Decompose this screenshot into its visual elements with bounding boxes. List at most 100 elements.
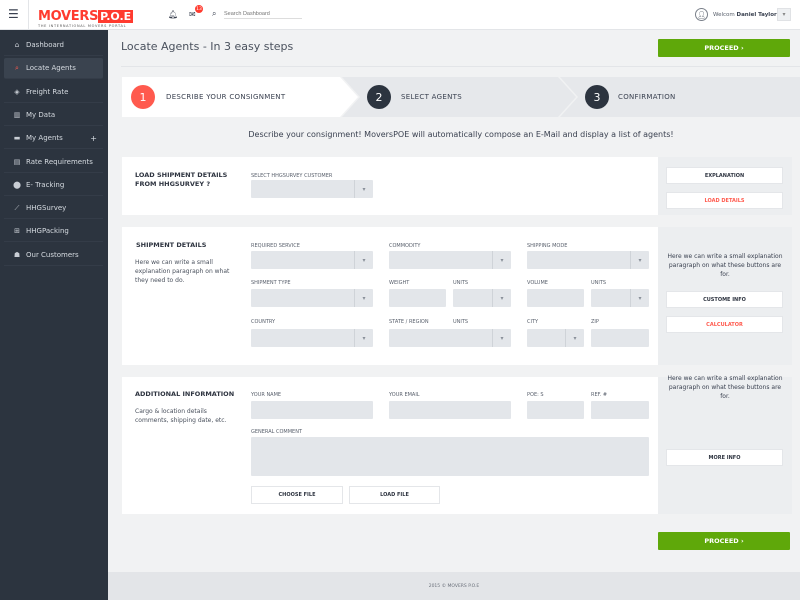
choose-file-button[interactable]: CHOOSE FILE — [251, 486, 343, 504]
section-title: SHIPMENT DETAILS — [136, 241, 207, 249]
shipment-details-section: SHIPMENT DETAILS Here we can write a sma… — [122, 227, 658, 365]
general-comment-textarea[interactable] — [251, 437, 649, 476]
additional-side-panel: Here we can write a small explanation pa… — [658, 375, 792, 514]
state-select[interactable] — [389, 329, 511, 347]
proceed-button-top[interactable]: PROCEED › — [658, 39, 790, 57]
load-side-panel: EXPLANATION LOAD DETAILS — [658, 157, 792, 215]
bar-chart-icon: ▥ — [13, 110, 21, 119]
city-label: CITY — [527, 319, 539, 325]
poes-label: POE: S — [527, 392, 544, 398]
welcome-label: Welcom — [713, 12, 735, 18]
volume-units-select[interactable] — [591, 289, 649, 307]
mail-icon[interactable]: ✉ — [189, 10, 196, 19]
sidebar-item-rate-requirements[interactable]: ▤ Rate Requirements — [4, 152, 103, 173]
proceed-button-bottom[interactable]: PROCEED › — [658, 532, 790, 550]
divider — [28, 0, 29, 30]
hhgsurvey-customer-label: SELECT HHGSURVEY CUSTOMER — [251, 173, 333, 179]
hhgsurvey-customer-select[interactable] — [251, 180, 373, 198]
shipment-type-select[interactable] — [251, 289, 373, 307]
volume-units-label: UNITS — [591, 280, 607, 286]
city-select[interactable] — [527, 329, 584, 347]
sidebar-item-locate-agents[interactable]: ⌕ Locate Agents — [4, 58, 103, 80]
poes-input[interactable] — [527, 401, 584, 419]
sidebar-item-my-data[interactable]: ▥ My Data — [4, 105, 103, 126]
logo-main: MOVERS — [38, 9, 99, 24]
explanation-button[interactable]: EXPLANATION — [666, 167, 783, 184]
required-service-select[interactable] — [251, 251, 373, 269]
your-name-input[interactable] — [251, 401, 373, 419]
shipping-mode-select[interactable] — [527, 251, 649, 269]
load-details-button[interactable]: LOAD DETAILS — [666, 192, 783, 209]
search-icon: ⌕ — [212, 9, 217, 18]
general-comment-label: GENERAL COMMENT — [251, 429, 303, 435]
tag-icon: ◈ — [14, 87, 20, 96]
sidebar-item-label: E- Tracking — [26, 180, 65, 189]
intro-text: Describe your consignment! MoversPOE wil… — [248, 130, 674, 139]
avatar[interactable]: 👤︎ — [695, 8, 708, 21]
sidebar-item-dashboard[interactable]: ⌂ Dashboard — [4, 35, 103, 56]
weight-label: WEIGHT — [389, 280, 410, 286]
step-3-number: 3 — [585, 85, 609, 109]
divider — [121, 66, 800, 67]
sidebar: ⌂ Dashboard ⌕ Locate Agents ◈ Freight Rate ▥ My… — [0, 30, 108, 600]
calculator-button[interactable]: CALCULATOR — [666, 316, 783, 333]
logo[interactable]: MOVERS P.O.E THE INTERNATIONAL MOVERS POR… — [38, 5, 134, 28]
commodity-label: COMMODITY — [389, 243, 421, 249]
load-file-button[interactable]: LOAD FILE — [349, 486, 440, 504]
gift-icon: ⊞ — [14, 227, 20, 236]
shipment-side-panel: Here we can write a small explanation pa… — [658, 227, 792, 365]
step-1-label[interactable]: DESCRIBE YOUR CONSIGNMENT — [166, 93, 286, 101]
ref-label: REF. # — [591, 392, 608, 398]
map-pin-icon: ⬤ — [13, 180, 21, 189]
weight-input[interactable] — [389, 289, 446, 307]
side-panel-text: Here we can write a small explanation pa… — [667, 375, 783, 400]
line-chart-icon: ⟋ — [14, 203, 20, 212]
sidebar-item-my-agents[interactable]: ▬ My Agents + — [4, 128, 103, 150]
sidebar-item-label: HHGSurvey — [26, 204, 67, 213]
main-content: Locate Agents - In 3 easy steps PROCEED … — [108, 30, 800, 572]
section-title: LOAD SHIPMENT DETAILS — [135, 171, 228, 179]
bell-icon[interactable]: 🔔︎ — [168, 10, 179, 19]
page-title: Locate Agents - In 3 easy steps — [121, 40, 294, 53]
footer: 2015 © MOVERS P.O.E — [108, 572, 800, 600]
ref-input[interactable] — [591, 401, 649, 419]
briefcase-icon: ▬ — [13, 134, 21, 143]
your-email-input[interactable] — [389, 401, 511, 419]
custome-info-button[interactable]: CUSTOME INFO — [666, 291, 783, 308]
sidebar-item-freight-rate[interactable]: ◈ Freight Rate — [4, 82, 103, 103]
search-icon: ⌕ — [15, 63, 19, 72]
state-label: STATE / REGION — [389, 319, 429, 325]
step-3-label[interactable]: CONFIRMATION — [618, 93, 676, 101]
document-icon: ▤ — [13, 157, 21, 166]
sidebar-item-hhgsurvey[interactable]: ⟋ HHGSurvey — [4, 198, 103, 220]
home-icon: ⌂ — [14, 41, 20, 49]
zip-label: ZIP — [591, 319, 599, 325]
section-description: Here we can write a small explanation pa… — [135, 259, 230, 284]
volume-input[interactable] — [527, 289, 584, 307]
sidebar-item-our-customers[interactable]: ☗ Our Customers — [4, 245, 103, 266]
country-select[interactable] — [251, 329, 373, 347]
expand-plus-icon[interactable]: + — [90, 133, 97, 143]
sidebar-item-label: Rate Requirements — [26, 157, 93, 166]
menu-icon[interactable]: ☰ — [8, 7, 19, 21]
step-2-label[interactable]: SELECT AGENTS — [401, 93, 462, 101]
sidebar-item-label: HHGPacking — [26, 227, 69, 236]
section-title: ADDITIONAL INFORMATION — [135, 390, 235, 398]
commodity-select[interactable] — [389, 251, 511, 269]
search-input[interactable] — [224, 9, 302, 19]
load-shipment-section: LOAD SHIPMENT DETAILS FROM HHGSURVEY ? S… — [122, 157, 658, 215]
step-2-number: 2 — [367, 85, 391, 109]
user-dropdown-button[interactable]: ▾ — [777, 8, 791, 21]
zip-input[interactable] — [591, 329, 649, 347]
section-title-line2: FROM HHGSURVEY ? — [135, 180, 211, 188]
more-info-button[interactable]: MORE INFO — [666, 449, 783, 466]
sidebar-item-hhgpacking[interactable]: ⊞ HHGPacking — [4, 221, 103, 243]
weight-units-select[interactable] — [453, 289, 511, 307]
steps-bar: 1 DESCRIBE YOUR CONSIGNMENT 2 SELECT AGE… — [122, 77, 800, 117]
sidebar-item-e-tracking[interactable]: ⬤ E- Tracking — [4, 175, 103, 196]
mail-badge: 13 — [195, 5, 203, 13]
country-label: COUNTRY — [251, 319, 276, 325]
your-name-label: YOUR NAME — [251, 392, 282, 398]
sidebar-item-label: Locate Agents — [26, 64, 76, 73]
logo-box: P.O.E — [98, 10, 134, 23]
